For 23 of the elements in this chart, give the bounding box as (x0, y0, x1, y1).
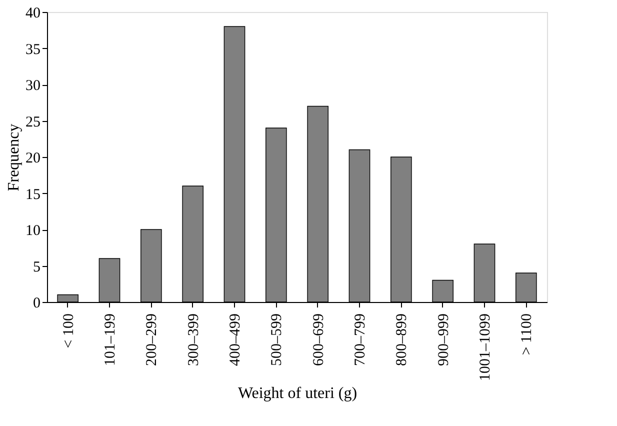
x-tick-label: 400–499 (228, 314, 244, 366)
x-tick-label: 700–799 (352, 314, 368, 366)
x-axis-title: Weight of uteri (g) (238, 385, 358, 402)
x-tick-label: > 1100 (519, 314, 536, 356)
y-tick-label: 15 (26, 186, 40, 203)
x-tick-label: 300–399 (186, 314, 202, 366)
x-tick-label: 200–299 (144, 314, 160, 366)
x-tick-label: 500–599 (269, 314, 286, 366)
x-tick-label: 900–999 (436, 314, 452, 366)
y-axis-title: Frequency (6, 124, 22, 192)
y-tick-label: 35 (26, 42, 40, 58)
y-tick-label: 0 (33, 296, 40, 312)
x-tick-label: 101–199 (102, 314, 118, 366)
x-tick-label: < 100 (60, 314, 77, 348)
x-tick-label: 800–899 (394, 314, 410, 366)
x-tick-label: 600–699 (310, 314, 327, 366)
y-tick-label: 5 (33, 259, 40, 276)
y-tick-label: 40 (26, 6, 40, 22)
y-tick-label: 20 (26, 150, 40, 166)
x-tick-label: 1001–1099 (478, 314, 494, 381)
y-tick-label: 25 (26, 114, 40, 130)
y-tick-label: 10 (26, 223, 40, 239)
y-tick-label: 30 (26, 78, 40, 94)
